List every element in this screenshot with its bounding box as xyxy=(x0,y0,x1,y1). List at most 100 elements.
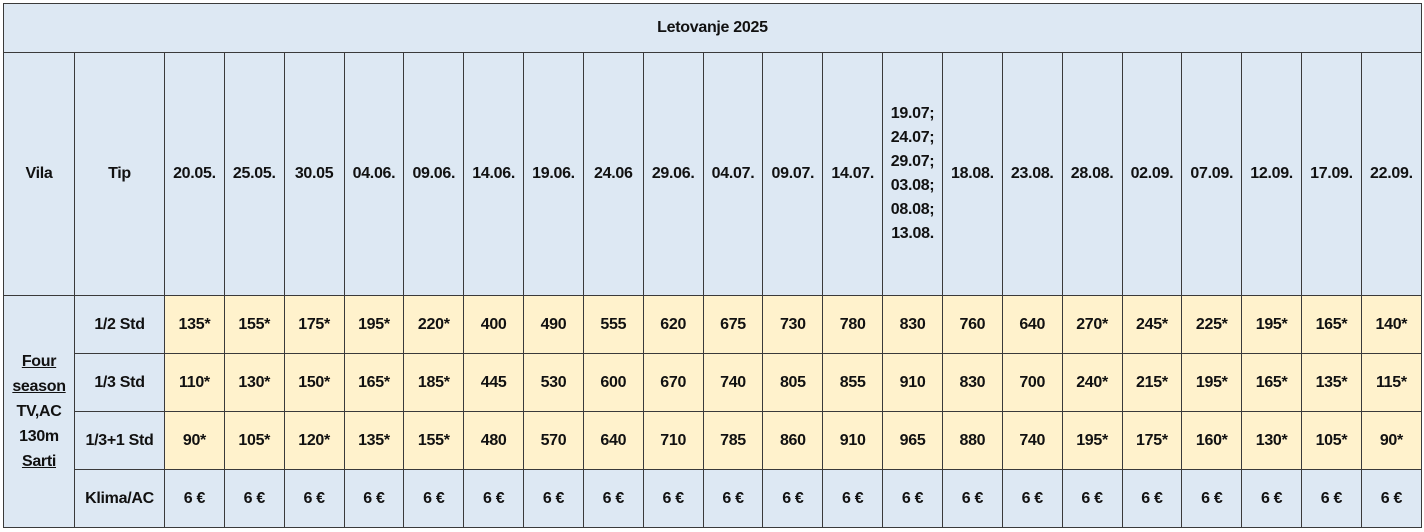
price-cell: 830 xyxy=(882,295,943,354)
room-type: 1/3 Std xyxy=(74,353,165,412)
room-type: Klima/AC xyxy=(74,469,165,528)
column-header: 29.06. xyxy=(642,52,704,296)
column-header: 04.06. xyxy=(343,52,405,296)
price-cell: 6 € xyxy=(702,469,764,528)
price-cell: 105* xyxy=(223,411,285,470)
price-cell: 785 xyxy=(702,411,764,470)
price-cell: 760 xyxy=(941,295,1003,354)
price-cell: 555 xyxy=(582,295,644,354)
price-cell: 155* xyxy=(223,295,285,354)
column-header: 25.05. xyxy=(223,52,285,296)
column-header: 19.07; 24.07; 29.07; 03.08; 08.08; 13.08… xyxy=(882,52,943,296)
price-cell: 6 € xyxy=(1121,469,1183,528)
price-cell: 6 € xyxy=(403,469,465,528)
vila-link[interactable]: Sarti xyxy=(21,453,57,470)
vila-text: TV,AC xyxy=(16,403,62,420)
price-cell: 675 xyxy=(702,295,764,354)
column-header: 12.09. xyxy=(1241,52,1303,296)
column-header: 04.07. xyxy=(702,52,764,296)
price-cell: 135* xyxy=(343,411,405,470)
price-cell: 6 € xyxy=(1001,469,1063,528)
price-cell: 6 € xyxy=(941,469,1003,528)
price-cell: 6 € xyxy=(882,469,943,528)
vila-cell: Four season TV,AC 130m Sarti xyxy=(3,295,75,528)
price-cell: 6 € xyxy=(1241,469,1303,528)
price-cell: 135* xyxy=(1301,353,1362,412)
header-row: Vila Tip 20.05. 25.05. 30.05 04.06. 09.06. 14.0… xyxy=(3,52,1422,296)
price-cell: 6 € xyxy=(762,469,824,528)
column-header: 09.06. xyxy=(403,52,465,296)
price-cell: 105* xyxy=(1301,411,1362,470)
price-cell: 860 xyxy=(762,411,824,470)
price-cell: 965 xyxy=(882,411,943,470)
column-header: 20.05. xyxy=(164,52,225,296)
price-cell: 6 € xyxy=(642,469,704,528)
price-cell: 270* xyxy=(1061,295,1123,354)
price-cell: 110* xyxy=(164,353,225,412)
price-cell: 150* xyxy=(283,353,345,412)
price-row: Klima/AC 6 €6 €6 €6 €6 €6 €6 €6 €6 €6 €6 … xyxy=(4,469,1422,528)
price-cell: 115* xyxy=(1360,353,1422,412)
price-cell: 910 xyxy=(822,411,884,470)
table-title: Letovanje 2025 xyxy=(3,3,1422,53)
price-row: 1/3 Std 110* 130* 150* 165* 185* 445 530 600 670 7… xyxy=(4,353,1422,412)
price-cell: 185* xyxy=(403,353,465,412)
table-body: Letovanje 2025 Vila Tip 20.05. 25.05. 30.05 0… xyxy=(3,3,1422,528)
column-header: 24.06 xyxy=(582,52,644,296)
price-cell: 6 € xyxy=(582,469,644,528)
column-header: 09.07. xyxy=(762,52,824,296)
price-cell: 670 xyxy=(642,353,704,412)
price-cell: 195* xyxy=(1241,295,1303,354)
price-cell: 140* xyxy=(1360,295,1422,354)
price-row: Four season TV,AC 130m Sarti 1/2 Std 135* 155*… xyxy=(3,295,1422,528)
price-cell: 6 € xyxy=(1061,469,1123,528)
column-header: 18.08. xyxy=(941,52,1003,296)
column-header: 22.09. xyxy=(1360,52,1422,296)
column-header: Tip xyxy=(74,52,165,296)
price-cell: 910 xyxy=(882,353,943,412)
price-cell: 640 xyxy=(1001,295,1063,354)
price-cell: 880 xyxy=(941,411,1003,470)
price-cell: 160* xyxy=(1181,411,1243,470)
price-table: Letovanje 2025 Vila Tip 20.05. 25.05. 30.05 0… xyxy=(3,3,1422,528)
price-cell: 135* xyxy=(164,295,225,354)
price-cell: 6 € xyxy=(1301,469,1362,528)
column-header: 23.08. xyxy=(1001,52,1063,296)
price-cell: 130* xyxy=(223,353,285,412)
price-cell: 6 € xyxy=(1181,469,1243,528)
price-cell: 710 xyxy=(642,411,704,470)
price-cell: 6 € xyxy=(164,469,225,528)
price-cell: 165* xyxy=(343,353,405,412)
price-cell: 165* xyxy=(1241,353,1303,412)
column-header: 14.06. xyxy=(463,52,525,296)
price-cell: 490 xyxy=(523,295,584,354)
price-cell: 6 € xyxy=(822,469,884,528)
column-header: 19.06. xyxy=(523,52,584,296)
title-row: Letovanje 2025 xyxy=(3,3,1422,53)
price-cell: 195* xyxy=(343,295,405,354)
price-cell: 570 xyxy=(523,411,584,470)
price-cell: 240* xyxy=(1061,353,1123,412)
price-cell: 6 € xyxy=(1360,469,1422,528)
price-cell: 215* xyxy=(1121,353,1183,412)
price-cell: 805 xyxy=(762,353,824,412)
price-cell: 90* xyxy=(1360,411,1422,470)
price-cell: 780 xyxy=(822,295,884,354)
price-cell: 155* xyxy=(403,411,465,470)
price-cell: 730 xyxy=(762,295,824,354)
price-cell: 175* xyxy=(1121,411,1183,470)
price-cell: 740 xyxy=(702,353,764,412)
price-cell: 740 xyxy=(1001,411,1063,470)
column-header: 07.09. xyxy=(1181,52,1243,296)
vila-text: 130m xyxy=(19,428,59,445)
price-cell: 195* xyxy=(1061,411,1123,470)
column-header: 14.07. xyxy=(822,52,884,296)
column-header: 02.09. xyxy=(1121,52,1183,296)
price-cell: 245* xyxy=(1121,295,1183,354)
price-cell: 130* xyxy=(1241,411,1303,470)
price-cell: 225* xyxy=(1181,295,1243,354)
price-cell: 620 xyxy=(642,295,704,354)
price-cell: 480 xyxy=(463,411,525,470)
vila-link[interactable]: Four season xyxy=(12,353,66,395)
